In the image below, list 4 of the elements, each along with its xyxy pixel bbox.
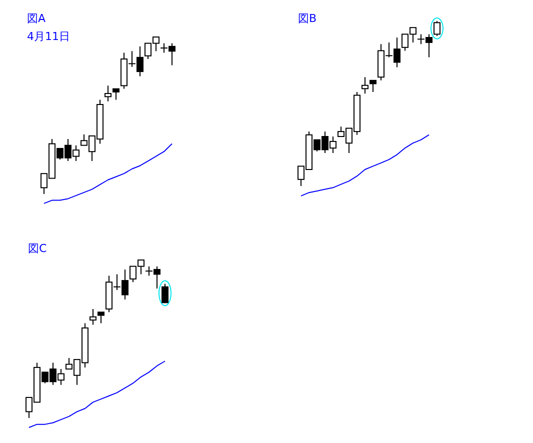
chart-title: 図A xyxy=(27,12,46,25)
chart-title: 図B xyxy=(298,12,317,25)
chart-title: 図C xyxy=(28,242,47,255)
chart-subtitle: 4月11日 xyxy=(27,30,70,43)
